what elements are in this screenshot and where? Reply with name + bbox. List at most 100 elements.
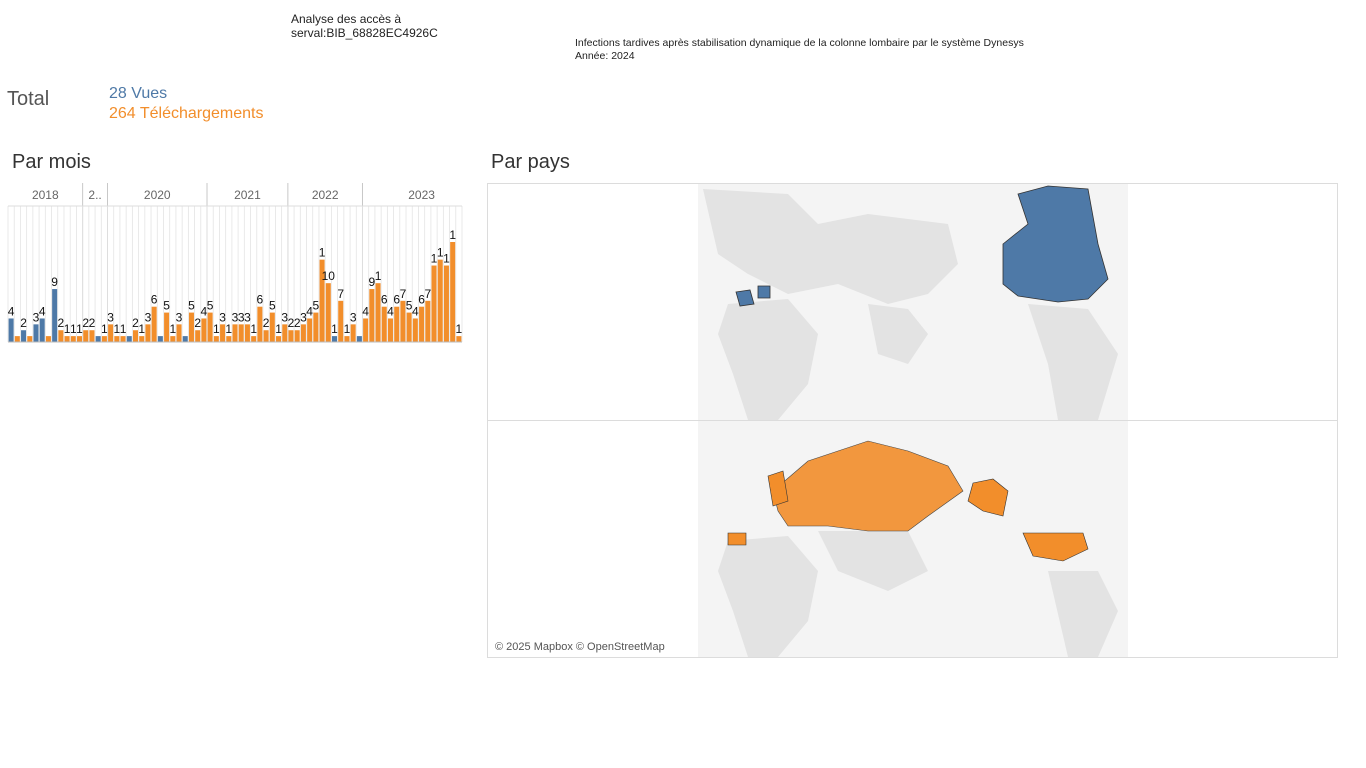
month-bar[interactable]: [282, 324, 288, 342]
month-bar[interactable]: [157, 336, 163, 342]
bar-value-label: 2: [82, 316, 89, 330]
month-bar[interactable]: [294, 330, 300, 342]
germany-shape: [757, 285, 771, 299]
total-downloads: 264 Téléchargements: [109, 105, 264, 122]
month-bar[interactable]: [126, 336, 132, 342]
month-bar[interactable]: [182, 336, 188, 342]
month-bar[interactable]: [70, 336, 76, 342]
month-bar[interactable]: [269, 312, 275, 342]
month-bar[interactable]: [456, 336, 462, 342]
month-bar[interactable]: [375, 283, 381, 342]
month-bar[interactable]: [226, 336, 232, 342]
month-bar[interactable]: [263, 330, 269, 342]
month-bar[interactable]: [288, 330, 294, 342]
bar-value-label: 4: [306, 304, 313, 318]
month-bar[interactable]: [412, 318, 418, 342]
month-bar[interactable]: [356, 336, 362, 342]
month-bar[interactable]: [325, 283, 331, 342]
month-bar[interactable]: [232, 324, 238, 342]
month-bar[interactable]: [400, 300, 406, 342]
month-bar[interactable]: [338, 300, 344, 342]
month-bar[interactable]: [344, 336, 350, 342]
month-bar[interactable]: [251, 336, 257, 342]
month-bar[interactable]: [238, 324, 244, 342]
year-header-band: [8, 183, 462, 205]
month-bar[interactable]: [39, 318, 45, 342]
month-bar[interactable]: [363, 318, 369, 342]
month-bar[interactable]: [276, 336, 282, 342]
month-bar[interactable]: [64, 336, 70, 342]
bar-value-label: 1: [431, 252, 438, 266]
bar-value-label: 1: [375, 269, 382, 283]
year-header-label: 2..: [88, 188, 101, 202]
by-month-heading: Par mois: [12, 151, 91, 173]
publication-title: Infections tardives après stabilisation …: [575, 37, 1024, 49]
month-bar[interactable]: [350, 324, 356, 342]
downloads-map[interactable]: © 2025 Mapbox © OpenStreetMap: [488, 421, 1337, 657]
month-bar[interactable]: [188, 312, 194, 342]
bar-value-label: 1: [213, 322, 220, 336]
canada-shape: [1002, 185, 1109, 303]
month-bar[interactable]: [58, 330, 64, 342]
month-bar[interactable]: [307, 318, 313, 342]
month-bar[interactable]: [369, 289, 375, 342]
africa-land: [718, 536, 818, 657]
month-bar[interactable]: [437, 259, 443, 342]
month-bar[interactable]: [394, 306, 400, 342]
month-bar[interactable]: [213, 336, 219, 342]
americas-land: [1028, 304, 1118, 420]
month-bar[interactable]: [164, 312, 170, 342]
bar-value-label: 7: [337, 287, 344, 301]
month-bar[interactable]: [132, 330, 139, 342]
month-bar[interactable]: [431, 265, 437, 342]
publication-year: Année: 2024: [575, 50, 635, 62]
month-bar[interactable]: [425, 300, 431, 342]
month-bar[interactable]: [33, 324, 39, 342]
month-bar[interactable]: [83, 330, 89, 342]
month-bar[interactable]: [381, 306, 387, 342]
month-bar[interactable]: [300, 324, 306, 342]
bar-value-label: 2: [132, 316, 139, 330]
month-bar[interactable]: [201, 318, 207, 342]
bar-value-label: 3: [232, 310, 239, 324]
month-bar[interactable]: [139, 336, 145, 342]
views-map-svg: [698, 184, 1128, 420]
month-bar[interactable]: [313, 312, 319, 342]
month-bar[interactable]: [319, 259, 325, 342]
month-bar[interactable]: [45, 336, 51, 342]
month-bar[interactable]: [52, 289, 58, 342]
month-bar[interactable]: [195, 330, 201, 342]
month-bar[interactable]: [220, 324, 226, 342]
month-bar[interactable]: [114, 336, 120, 342]
month-bar[interactable]: [450, 242, 456, 342]
bar-value-label: 1: [120, 322, 127, 336]
views-map[interactable]: [488, 184, 1337, 421]
month-bar[interactable]: [406, 312, 412, 342]
month-bar[interactable]: [331, 336, 338, 342]
month-bar[interactable]: [443, 265, 449, 342]
month-bar[interactable]: [8, 318, 14, 342]
month-bar[interactable]: [21, 330, 27, 342]
bar-value-label: 1: [64, 322, 71, 336]
month-bar[interactable]: [120, 336, 126, 342]
month-bar[interactable]: [257, 306, 263, 342]
month-bar[interactable]: [101, 336, 107, 342]
usa-shape: [1022, 532, 1089, 562]
bar-value-label: 1: [437, 246, 444, 260]
month-bar[interactable]: [95, 336, 101, 342]
month-bar[interactable]: [207, 312, 213, 342]
month-bar[interactable]: [89, 330, 95, 342]
month-bar[interactable]: [108, 324, 114, 342]
month-bar[interactable]: [151, 306, 157, 342]
month-bar[interactable]: [145, 324, 151, 342]
month-bar[interactable]: [419, 306, 425, 342]
month-bar[interactable]: [170, 336, 176, 342]
month-bar[interactable]: [244, 324, 250, 342]
month-bar[interactable]: [176, 324, 182, 342]
month-bar[interactable]: [77, 336, 83, 342]
month-bar[interactable]: [14, 336, 20, 342]
asia-land: [868, 304, 928, 364]
month-bar[interactable]: [27, 336, 33, 342]
bar-value-label: 4: [201, 304, 208, 318]
month-bar[interactable]: [387, 318, 393, 342]
